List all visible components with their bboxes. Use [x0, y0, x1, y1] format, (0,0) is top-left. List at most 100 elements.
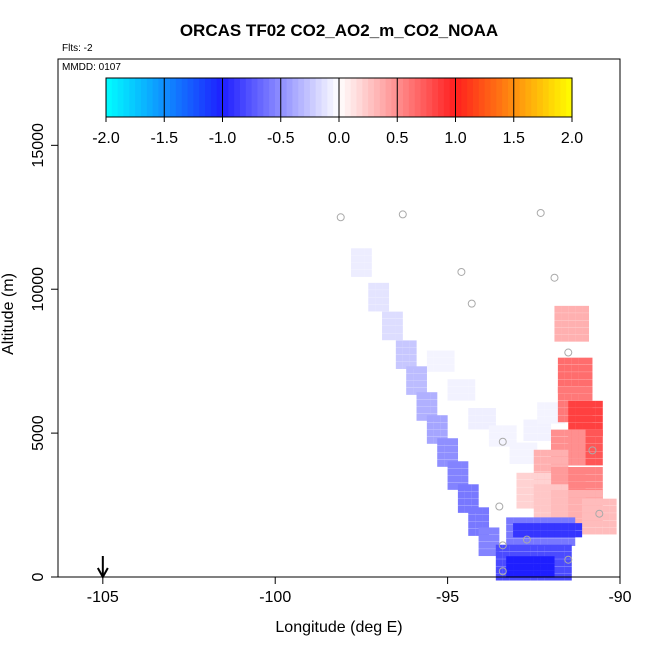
heatmap-cell	[351, 248, 359, 256]
colorbar-segment	[315, 78, 323, 117]
heatmap-cell	[433, 350, 441, 358]
heatmap-cell	[578, 364, 586, 372]
heatmap-cell	[382, 304, 390, 312]
heatmap-cell	[578, 451, 586, 459]
heatmap-cell	[568, 481, 576, 489]
heatmap-cell	[568, 327, 576, 335]
heatmap-cell	[530, 433, 538, 441]
heatmap-cell	[568, 474, 576, 482]
heatmap-cell	[533, 513, 541, 521]
heatmap-cell	[516, 487, 524, 495]
heatmap-cell	[413, 387, 421, 395]
heatmap-cell	[416, 413, 424, 421]
heatmap-cell	[495, 544, 503, 552]
heatmap-cell	[523, 433, 531, 441]
heatmap-cell	[537, 544, 545, 552]
heatmap-cell	[568, 408, 576, 416]
heatmap-cell	[582, 474, 590, 482]
heatmap-cell	[595, 444, 603, 451]
colorbar-segment	[146, 78, 154, 117]
colorbar-segment	[175, 78, 183, 117]
heatmap-cell	[568, 523, 576, 531]
heatmap-cell	[557, 386, 565, 394]
heatmap-cell	[557, 497, 565, 505]
heatmap-cell	[585, 364, 593, 372]
heatmap-cell	[519, 523, 527, 531]
heatmap-cell	[537, 416, 545, 424]
heatmap-cell	[433, 364, 441, 372]
colorbar-segment	[239, 78, 247, 117]
colorbar-segment	[257, 78, 264, 117]
heatmap-cell	[595, 436, 603, 444]
colorbar-segment	[339, 78, 346, 117]
heatmap-cell	[588, 498, 596, 506]
heatmap-cell	[564, 357, 572, 365]
heatmap-cell	[440, 350, 448, 358]
heatmap-cell	[506, 524, 514, 532]
colorbar-segment	[292, 78, 299, 117]
heatmap-cell	[509, 544, 517, 552]
colorbar-segment	[164, 78, 171, 117]
heatmap-cell	[582, 498, 590, 506]
heatmap-cell	[430, 399, 438, 407]
colorbar-segment	[263, 78, 270, 117]
heatmap-cell	[561, 530, 569, 538]
heatmap-cell	[595, 408, 603, 416]
colorbar-segment	[356, 78, 363, 117]
heatmap-cell	[595, 467, 603, 475]
colorbar-segment	[548, 78, 556, 117]
heatmap-cell	[526, 538, 534, 546]
colorbar-segment	[269, 78, 276, 117]
heatmap-cell	[447, 482, 455, 490]
colorbar-segment	[280, 78, 288, 117]
colorbar-segment	[140, 78, 148, 117]
heatmap-cell	[595, 400, 603, 408]
heatmap-cell	[557, 444, 565, 451]
heatmap-cell	[550, 429, 558, 437]
colorbar-segment	[286, 78, 293, 117]
heatmap-cell	[595, 429, 603, 437]
heatmap-cell	[375, 297, 383, 305]
heatmap-cell	[571, 393, 579, 401]
heatmap-cell	[571, 436, 579, 444]
colorbar-segment	[135, 78, 142, 117]
heatmap-cell	[571, 451, 579, 459]
heatmap-cell	[547, 484, 555, 492]
heatmap-cell	[357, 255, 365, 263]
colorbar-segment	[554, 78, 561, 117]
heatmap-cell	[447, 393, 455, 401]
colorbar-segment	[117, 78, 125, 117]
heatmap-cell	[482, 507, 490, 515]
heatmap-cell	[575, 422, 583, 430]
heatmap-cell	[357, 262, 365, 270]
heatmap-cell	[568, 504, 576, 512]
heatmap-cell	[502, 544, 510, 552]
heatmap-cell	[602, 505, 610, 513]
sample-circle	[595, 509, 604, 518]
colorbar-segment	[519, 78, 526, 117]
heatmap-cell	[471, 484, 479, 492]
heatmap-cell	[609, 527, 617, 535]
heatmap-cell	[416, 399, 424, 407]
heatmap-cell	[533, 449, 541, 457]
colorbar-segment	[193, 78, 200, 117]
heatmap-cell	[554, 320, 562, 328]
heatmap-cell	[482, 408, 490, 416]
heatmap-cell	[585, 379, 593, 387]
heatmap-cell	[530, 442, 538, 450]
sample-circle	[467, 299, 476, 308]
heatmap-cell	[468, 422, 476, 430]
colorbar-segment	[333, 78, 340, 117]
heatmap-cell	[368, 304, 376, 312]
heatmap-cell	[468, 528, 476, 536]
heatmap-cell	[588, 458, 596, 466]
heatmap-cell	[530, 426, 538, 434]
heatmap-cell	[540, 513, 548, 521]
heatmap-cell	[478, 541, 486, 549]
heatmap-cell	[544, 472, 552, 480]
heatmap-cell	[550, 416, 558, 424]
heatmap-cell	[547, 563, 555, 571]
heatmap-cell	[578, 386, 586, 394]
heatmap-cell	[575, 518, 583, 526]
heatmap-cell	[540, 538, 548, 546]
